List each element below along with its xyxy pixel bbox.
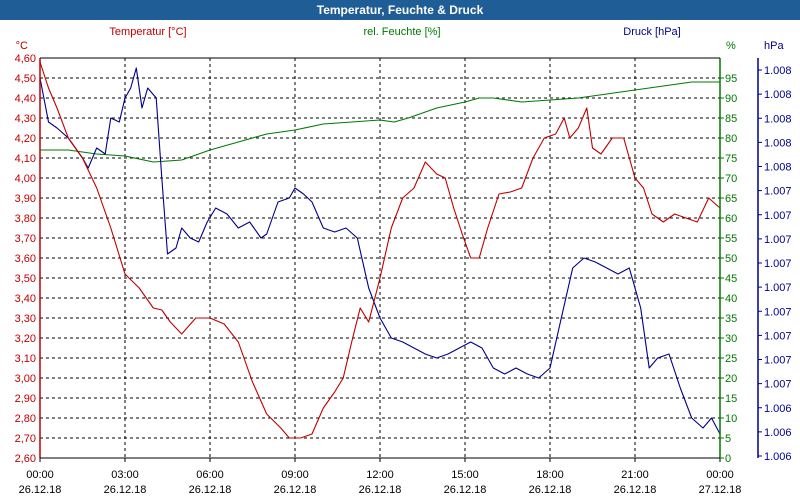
- humidity-tick-label: 30: [725, 333, 737, 345]
- pressure-tick-label: 1.007: [764, 306, 792, 318]
- pressure-tick-label: 1.006: [764, 451, 792, 463]
- temperature-line: [39, 61, 721, 439]
- x-tick-date: 26.12.18: [189, 484, 232, 496]
- humidity-tick-label: 85: [725, 113, 737, 125]
- pressure-tick-label: 1.007: [764, 210, 792, 222]
- humidity-tick-label: 95: [725, 73, 737, 85]
- x-tick-time: 15:00: [451, 469, 479, 481]
- series: [39, 61, 721, 439]
- humidity-tick-label: 0: [725, 453, 731, 465]
- x-tick-date: 26.12.18: [444, 484, 487, 496]
- humidity-tick-label: 15: [725, 393, 737, 405]
- humidity-tick-label: 65: [725, 193, 737, 205]
- legend-pressure: Druck [hPa]: [623, 26, 680, 38]
- temp-tick-label: 3,10: [15, 353, 36, 365]
- pressure-tick-label: 1.008: [764, 113, 792, 125]
- temp-tick-label: 2,90: [15, 393, 36, 405]
- chart-title: Temperatur, Feuchte & Druck: [0, 0, 800, 20]
- pressure-tick-label: 1.007: [764, 186, 792, 198]
- x-tick-date: 26.12.18: [274, 484, 317, 496]
- x-tick-time: 09:00: [281, 469, 309, 481]
- temp-tick-label: 2,80: [15, 413, 36, 425]
- pressure-tick-label: 1.007: [764, 258, 792, 270]
- pressure-tick-label: 1.007: [764, 282, 792, 294]
- temp-tick-label: 2,60: [15, 453, 36, 465]
- x-tick-date: 27.12.18: [699, 484, 742, 496]
- humidity-tick-label: 50: [725, 253, 737, 265]
- unit-humidity: %: [726, 40, 736, 52]
- pressure-tick-label: 1.007: [764, 330, 792, 342]
- pressure-tick-label: 1.006: [764, 427, 792, 439]
- x-tick-date: 26.12.18: [529, 484, 572, 496]
- humidity-tick-label: 60: [725, 213, 737, 225]
- x-tick-time: 00:00: [706, 469, 734, 481]
- humidity-tick-label: 5: [725, 433, 731, 445]
- x-tick-time: 03:00: [111, 469, 139, 481]
- x-tick-time: 18:00: [536, 469, 564, 481]
- humidity-tick-label: 80: [725, 133, 737, 145]
- temp-tick-label: 4,50: [15, 73, 36, 85]
- humidity-tick-label: 90: [725, 93, 737, 105]
- x-tick-time: 12:00: [366, 469, 394, 481]
- unit-pressure: hPa: [764, 40, 784, 52]
- humidity-tick-label: 45: [725, 273, 737, 285]
- humidity-tick-label: 20: [725, 373, 737, 385]
- temp-tick-label: 3,30: [15, 313, 36, 325]
- unit-temperature: °C: [16, 40, 28, 52]
- x-tick-time: 00:00: [26, 469, 54, 481]
- temp-tick-label: 4,30: [15, 113, 36, 125]
- axes: 4,60 4,50 4,40 4,30 4,20 4,10 4,00 3,90 3,80 3,70…: [15, 53, 792, 496]
- pressure-tick-label: 1.007: [764, 379, 792, 391]
- pressure-tick-label: 1.007: [764, 234, 792, 246]
- x-tick-date: 26.12.18: [19, 484, 62, 496]
- pressure-tick-label: 1.008: [764, 89, 792, 101]
- pressure-tick-label: 1.008: [764, 137, 792, 149]
- temp-tick-label: 4,10: [15, 153, 36, 165]
- temp-tick-label: 3,20: [15, 333, 36, 345]
- x-tick-date: 26.12.18: [359, 484, 402, 496]
- temp-tick-label: 3,00: [15, 373, 36, 385]
- pressure-tick-label: 1.008: [764, 65, 792, 77]
- humidity-tick-label: 75: [725, 153, 737, 165]
- pressure-tick-label: 1.006: [764, 403, 792, 415]
- x-tick-time: 06:00: [196, 469, 224, 481]
- pressure-line: [39, 67, 721, 435]
- humidity-tick-label: 10: [725, 413, 737, 425]
- temp-tick-label: 4,40: [15, 93, 36, 105]
- grid: [40, 58, 720, 458]
- humidity-tick-label: 55: [725, 233, 737, 245]
- temp-tick-label: 3,40: [15, 293, 36, 305]
- temp-tick-label: 2,70: [15, 433, 36, 445]
- pressure-tick-label: 1.008: [764, 162, 792, 174]
- x-tick-date: 26.12.18: [104, 484, 147, 496]
- temp-tick-label: 4,20: [15, 133, 36, 145]
- temp-tick-label: 3,90: [15, 193, 36, 205]
- temp-tick-label: 3,50: [15, 273, 36, 285]
- temp-tick-label: 3,80: [15, 213, 36, 225]
- temp-tick-label: 3,60: [15, 253, 36, 265]
- temp-tick-label: 3,70: [15, 233, 36, 245]
- humidity-tick-label: 40: [725, 293, 737, 305]
- temp-tick-label: 4,00: [15, 173, 36, 185]
- humidity-tick-label: 70: [725, 173, 737, 185]
- pressure-tick-label: 1.007: [764, 355, 792, 367]
- humidity-line: [40, 81, 720, 163]
- humidity-tick-label: 35: [725, 313, 737, 325]
- humidity-tick-label: 25: [725, 353, 737, 365]
- x-tick-date: 26.12.18: [614, 484, 657, 496]
- legend-temperature: Temperatur [°C]: [109, 26, 186, 38]
- legend-humidity: rel. Feuchte [%]: [363, 26, 440, 38]
- temp-tick-label: 4,60: [15, 53, 36, 65]
- x-tick-time: 21:00: [621, 469, 649, 481]
